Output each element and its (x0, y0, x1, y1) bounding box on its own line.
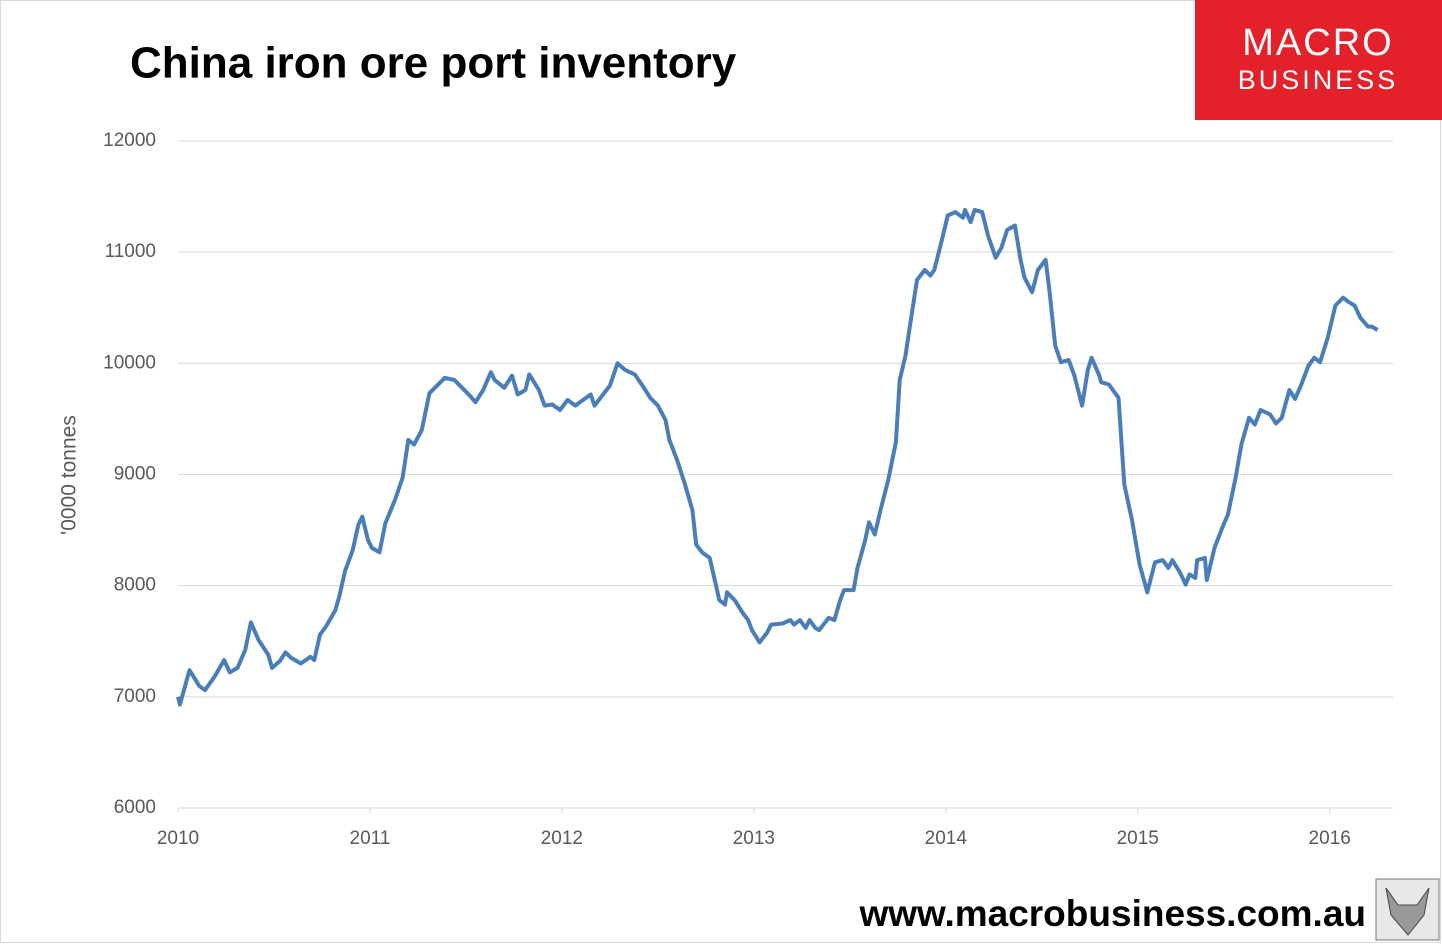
fox-face (1385, 887, 1430, 936)
chart-title: China iron ore port inventory (130, 39, 737, 88)
x-tick-label: 2010 (157, 828, 199, 849)
logo-box (1195, 0, 1442, 120)
logo-bottom: BUSINESS (1238, 65, 1399, 95)
x-tick-label: 2014 (925, 828, 968, 849)
url: www.macrobusiness.com.au (858, 893, 1366, 934)
y-tick-label: 12000 (103, 130, 156, 151)
y-tick-label: 10000 (103, 352, 156, 373)
x-tick-label: 2016 (1309, 828, 1351, 849)
y-tick-label: 8000 (114, 575, 156, 596)
x-tick-label: 2015 (1117, 828, 1159, 849)
y-tick-label: 7000 (114, 686, 156, 707)
logo-top: MACRO (1242, 22, 1393, 64)
x-tick-label: 2012 (541, 828, 583, 849)
y-tick-label: 11000 (105, 241, 156, 262)
y-axis-label: '0000 tonnes (58, 415, 81, 535)
data-line (176, 207, 1379, 707)
y-tick-label: 6000 (114, 797, 156, 818)
x-tick-label: 2013 (733, 828, 775, 849)
y-tick-label: 9000 (114, 464, 156, 485)
x-tick-label: 2011 (350, 828, 391, 849)
